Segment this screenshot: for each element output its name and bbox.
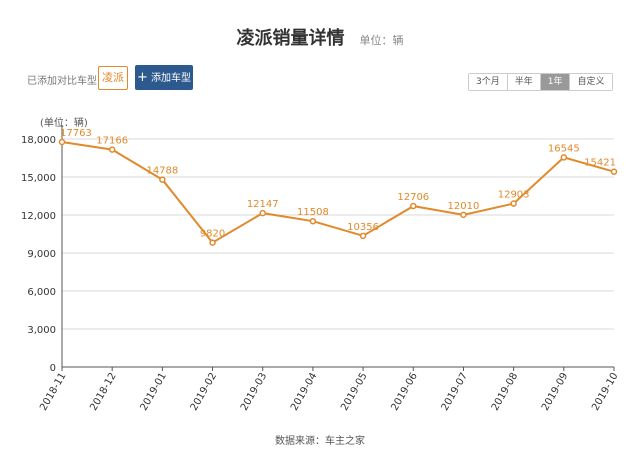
range-tab-3-months[interactable]: 3个月 xyxy=(469,74,508,90)
x-tick-label: 2019-05 xyxy=(339,371,369,413)
data-labels: 17763 17166 14788 9820 12147 11508 10356 12706 1… xyxy=(60,128,616,240)
data-label: 17166 xyxy=(96,136,128,147)
data-point xyxy=(410,202,417,210)
x-tick-label: 2019-03 xyxy=(239,371,269,413)
compare-label: 已添加对比车型: xyxy=(27,76,101,87)
y-tick-label: 15,000 xyxy=(21,173,56,184)
data-label: 9820 xyxy=(200,229,225,240)
data-label: 11508 xyxy=(297,207,329,218)
x-tick-label: 2019-10 xyxy=(590,371,620,413)
data-label: 12010 xyxy=(448,201,480,212)
y-tick-labels: 0 3,000 6,000 9,000 12,000 15,000 18,000 xyxy=(21,135,56,374)
series-line xyxy=(61,141,615,244)
add-model-label: 添加车型 xyxy=(150,73,191,84)
chart-header: 凌派销量详情 单位：辆 xyxy=(0,24,640,50)
x-tick-label: 2019-06 xyxy=(389,371,419,413)
data-point xyxy=(460,211,467,219)
y-tick-label: 3,000 xyxy=(27,325,56,336)
range-tab-1-year[interactable]: 1年 xyxy=(540,74,571,90)
x-tick-label: 2019-09 xyxy=(540,371,570,413)
page-title: 凌派销量详情 xyxy=(236,28,345,49)
series-line-path xyxy=(61,141,615,244)
x-tick-label: 2018-11 xyxy=(38,371,68,413)
data-point xyxy=(359,232,367,240)
x-tick-label: 2019-07 xyxy=(440,371,470,413)
grid-lines xyxy=(62,138,614,330)
compare-model-tag[interactable]: 凌派 xyxy=(98,66,128,90)
data-label: 10356 xyxy=(347,222,379,233)
unit-label: 单位：辆 xyxy=(359,34,404,47)
axes xyxy=(61,125,615,371)
data-point xyxy=(560,154,568,161)
data-point xyxy=(58,138,66,146)
range-tab-half-year[interactable]: 半年 xyxy=(507,74,541,90)
y-tick-label: 0 xyxy=(50,363,56,374)
x-tick-label: 2019-08 xyxy=(490,371,520,413)
x-tick-labels: 2018-11 2018-12 2019-01 2019-02 2019-03 2019-… xyxy=(38,371,620,413)
x-tick-label: 2018-12 xyxy=(88,371,118,413)
data-label: 12903 xyxy=(498,190,530,201)
data-source: 数据来源：车主之家 xyxy=(275,436,365,447)
y-tick-label: 12,000 xyxy=(21,211,56,222)
data-label: 14788 xyxy=(146,166,178,177)
data-points xyxy=(58,138,618,246)
plus-icon: + xyxy=(137,70,148,85)
data-point xyxy=(209,239,216,246)
time-range-tabs: 3个月 半年 1年 自定义 xyxy=(468,73,613,91)
data-point xyxy=(108,146,116,153)
add-model-button[interactable]: + 添加车型 xyxy=(135,65,193,90)
y-tick-label: 6,000 xyxy=(27,287,56,298)
data-point xyxy=(309,217,317,225)
data-label: 12147 xyxy=(247,199,279,210)
y-tick-label: 18,000 xyxy=(21,135,56,146)
y-tick-label: 9,000 xyxy=(27,249,56,260)
y-axis-label: (单位：辆) xyxy=(40,116,88,129)
x-tick-label: 2019-01 xyxy=(139,371,169,413)
data-label: 12706 xyxy=(397,192,429,203)
data-label: 15421 xyxy=(584,158,616,169)
data-point xyxy=(259,209,266,217)
x-tick-label: 2019-04 xyxy=(289,371,319,413)
data-point xyxy=(510,200,517,207)
data-point xyxy=(610,168,618,175)
range-tab-custom[interactable]: 自定义 xyxy=(570,74,612,90)
x-tick-label: 2019-02 xyxy=(189,371,219,413)
data-label: 16545 xyxy=(548,143,580,154)
data-label: 17763 xyxy=(60,128,92,139)
data-point xyxy=(159,176,166,183)
